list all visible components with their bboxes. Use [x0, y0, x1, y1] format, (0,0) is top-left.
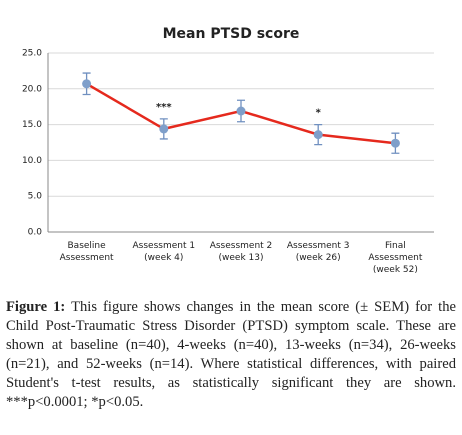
- chart: Mean PTSD score 0.05.010.015.020.025.0**…: [22, 26, 434, 238]
- chart-title: Mean PTSD score: [163, 26, 300, 42]
- caption-label: Figure 1:: [6, 299, 66, 315]
- y-tick-label: 10.0: [22, 156, 42, 166]
- x-tick-label: Final Assessment (week 52): [368, 241, 423, 275]
- y-tick-label: 0.0: [28, 228, 43, 238]
- x-tick-label: Assessment 3 (week 26): [286, 241, 350, 263]
- y-tick-label: 25.0: [22, 49, 42, 59]
- y-tick-label: 5.0: [28, 192, 43, 202]
- marker: [159, 124, 169, 134]
- annotation: ***: [156, 102, 172, 113]
- marker: [236, 106, 246, 116]
- caption: Figure 1: This figure shows changes in t…: [6, 298, 456, 412]
- caption-text: This figure shows changes in the mean sc…: [6, 299, 456, 410]
- y-tick-label: 15.0: [22, 120, 42, 130]
- marker: [313, 130, 323, 140]
- y-tick-label: 20.0: [22, 84, 42, 94]
- marker: [390, 138, 400, 148]
- marker: [82, 79, 92, 89]
- x-tick-label: Assessment 1 (week 4): [132, 241, 196, 263]
- annotation: *: [316, 108, 322, 119]
- x-tick-label: Assessment 2 (week 13): [209, 241, 273, 263]
- x-tick-label: Baseline Assessment: [59, 241, 114, 263]
